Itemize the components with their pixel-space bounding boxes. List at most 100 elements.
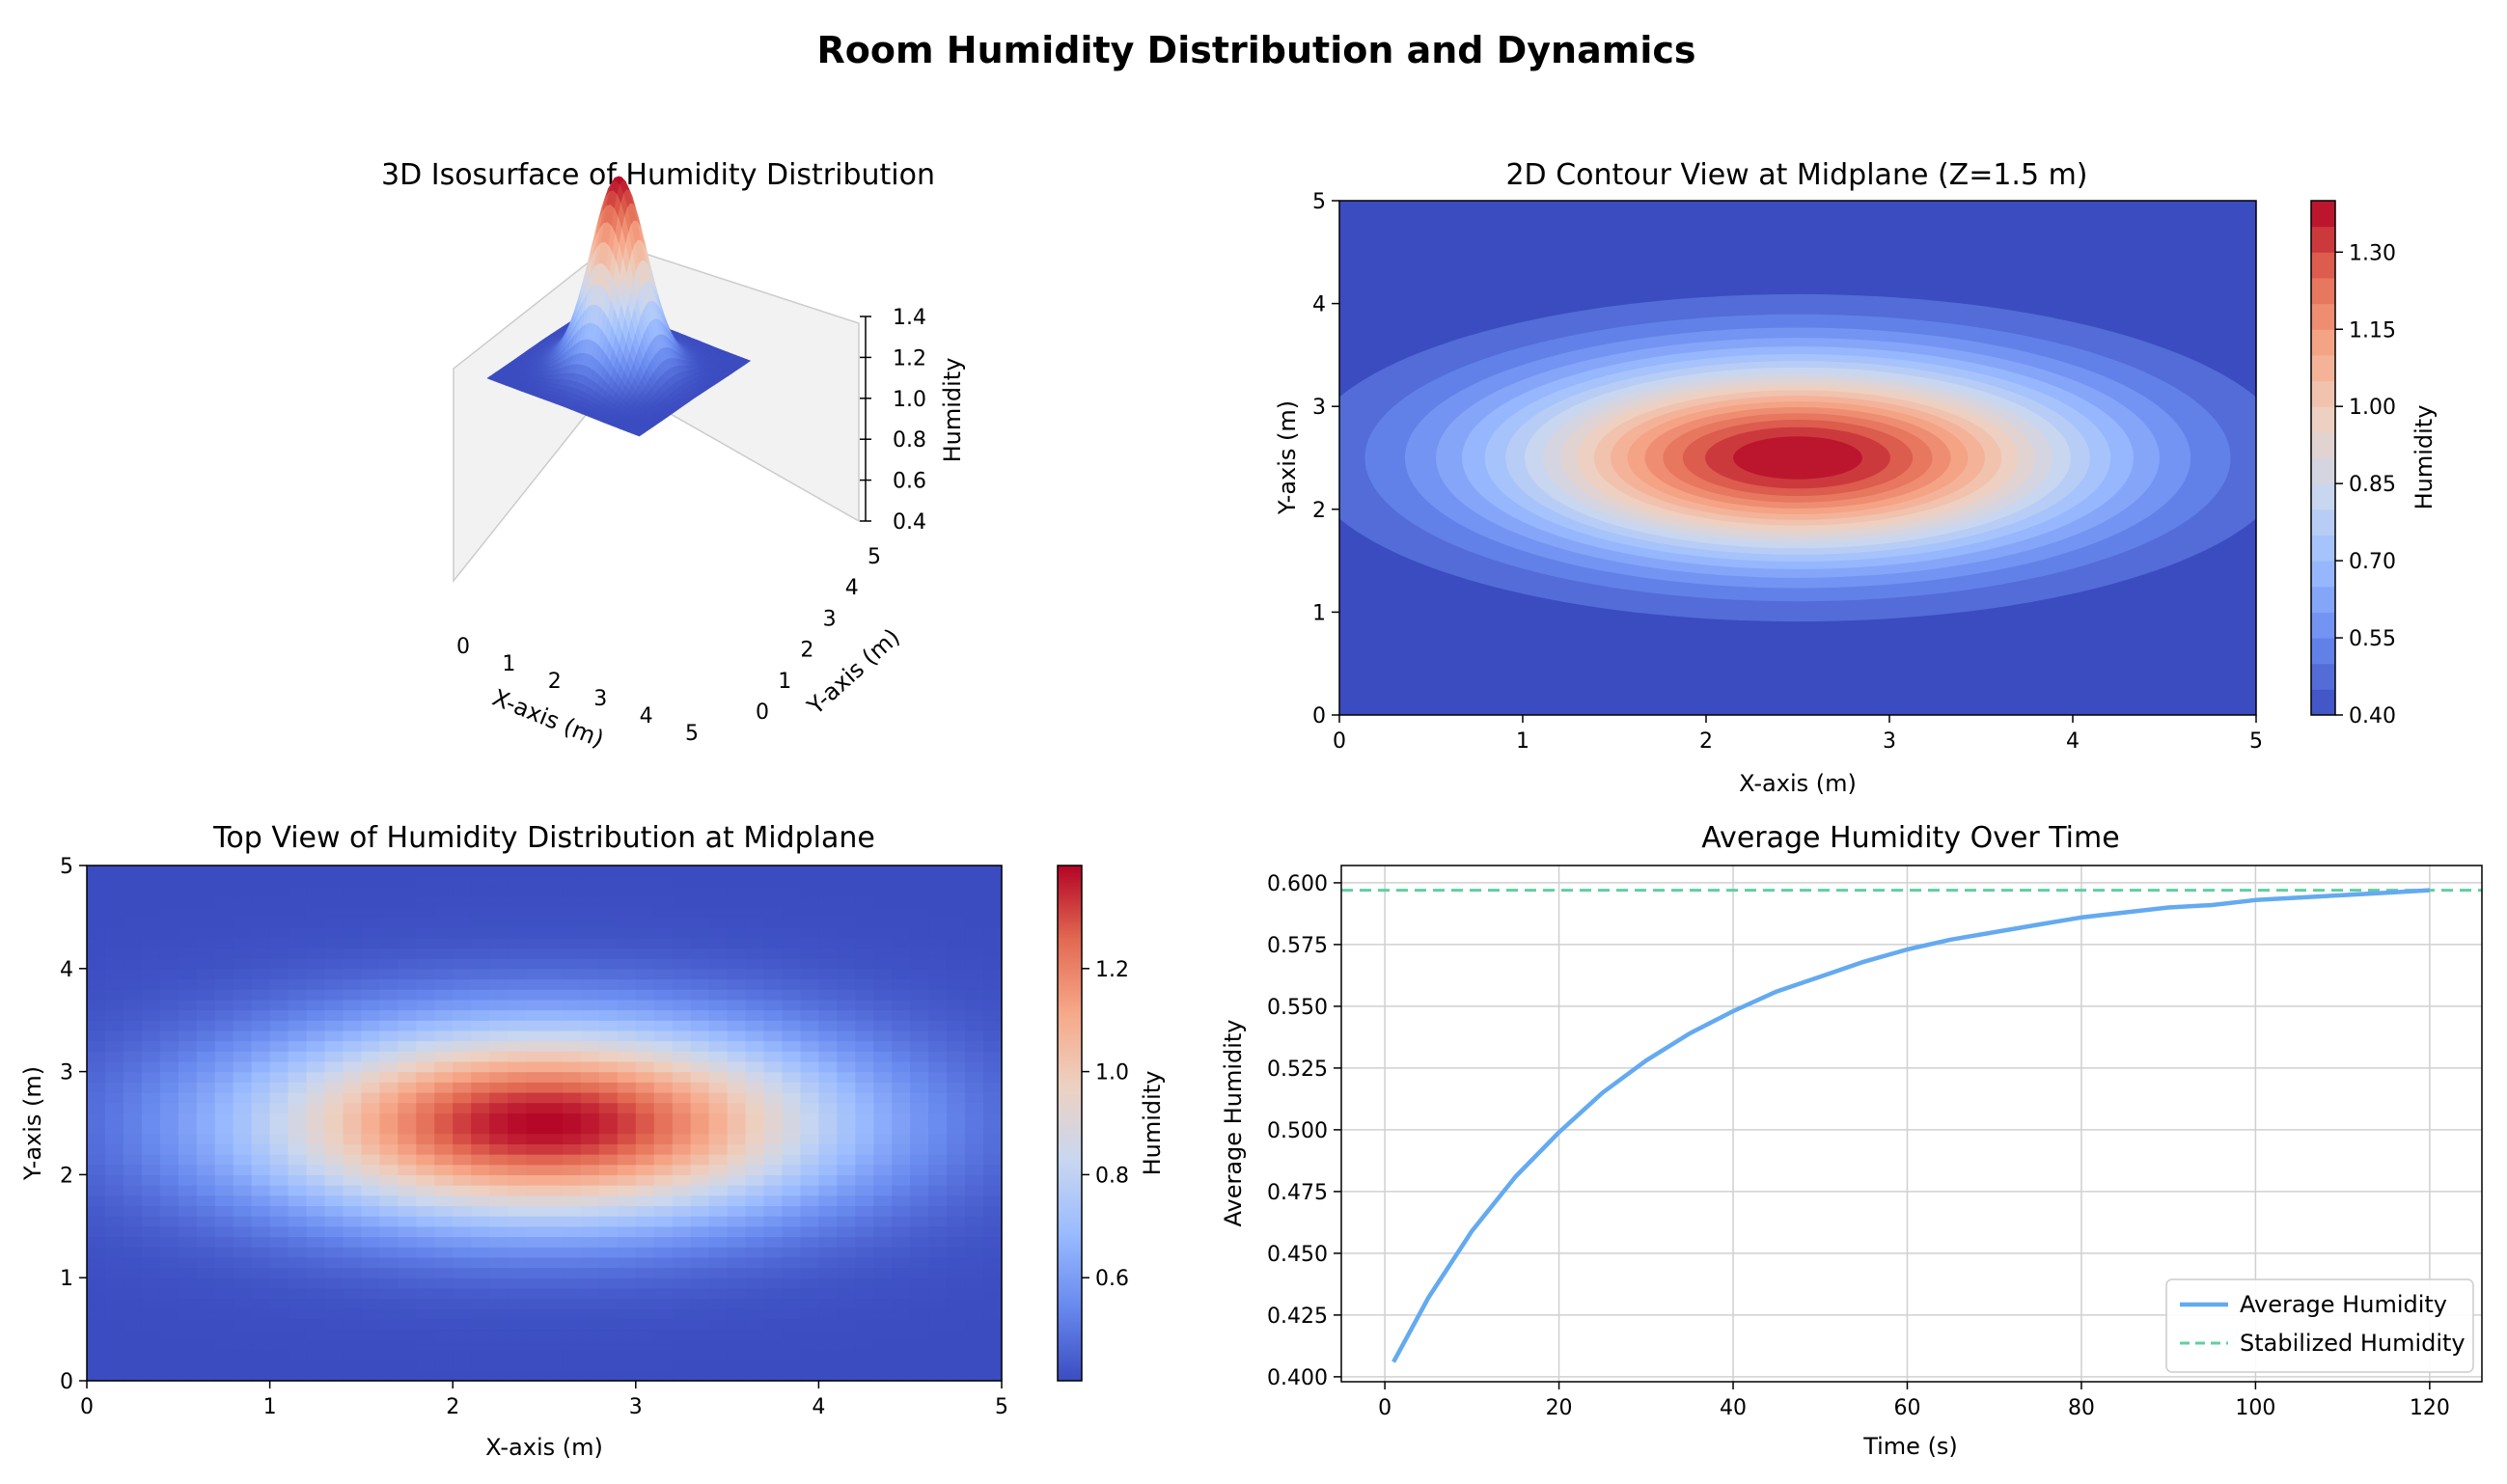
heatmap-cell (361, 1318, 380, 1331)
contour-colorbar-band (2311, 638, 2335, 665)
heatmap-cell (782, 1102, 802, 1113)
heatmap-cell (672, 927, 692, 939)
heatmap-cell (178, 1195, 198, 1207)
heatmap-cell (580, 917, 600, 928)
heatmap-cell (489, 1030, 509, 1042)
heatmap-cell (361, 1082, 380, 1093)
heatmap-cell (196, 1370, 216, 1382)
heatmap-cell (251, 1113, 271, 1124)
heatmap-cell (910, 1318, 929, 1331)
heatmap-cell (598, 1236, 619, 1248)
heatmap-cell (745, 1216, 765, 1227)
heatmap-cell (104, 1091, 124, 1104)
heatmap-cell (672, 1236, 692, 1248)
heatmap-cell (306, 1040, 326, 1052)
heatmap-cell (489, 896, 509, 908)
heatmap-cell (947, 1060, 966, 1073)
heatmap-cell (453, 1009, 472, 1021)
heatmap-cell (745, 886, 765, 897)
heatmap-cell (873, 1174, 893, 1186)
heatmap-cell (800, 1174, 819, 1186)
surface-y-tick-label: 2 (800, 639, 813, 663)
heatmap-cell (343, 1030, 362, 1042)
heatmap-cell (489, 1164, 509, 1175)
heatmap-cell (178, 1205, 198, 1217)
heatmap-cell (598, 1349, 619, 1361)
heatmap-cell (800, 1195, 819, 1207)
heatmap-cell (214, 1009, 234, 1021)
heatmap-cell (508, 1339, 527, 1351)
heatmap-cell (159, 866, 179, 877)
heatmap-cell (343, 1287, 362, 1300)
heatmap-cell (800, 1308, 819, 1320)
heatmap-cell (141, 896, 161, 908)
heatmap-cell (398, 1349, 417, 1361)
heatmap-cell (104, 1225, 124, 1238)
heatmap-cell (837, 1174, 856, 1186)
heatmap-cell (598, 968, 619, 980)
heatmap-cell (434, 1298, 454, 1309)
heatmap-cell (617, 1247, 637, 1258)
heatmap-cell (453, 1329, 472, 1340)
heatmap-cell (178, 906, 198, 918)
heatmap-frame (86, 865, 1003, 1382)
heatmap-cell (635, 1102, 655, 1113)
heatmap-cell (159, 917, 179, 928)
heatmap-cell (635, 1298, 655, 1309)
heatmap-cell (598, 1256, 619, 1269)
heatmap-cell (562, 917, 582, 928)
heatmap-cell (690, 927, 710, 939)
heatmap-cell (708, 1339, 729, 1351)
heatmap-cell (178, 999, 198, 1011)
heatmap-cell (910, 1298, 929, 1309)
heatmap-cell (855, 1329, 874, 1340)
heatmap-cell (580, 1143, 600, 1155)
heatmap-cell (196, 1216, 216, 1227)
heatmap-cell (159, 968, 179, 980)
heatmap-cell (544, 1318, 564, 1331)
heatmap-cell (508, 978, 527, 990)
heatmap-cell (782, 1298, 802, 1309)
heatmap-cell (653, 875, 674, 887)
heatmap-cell (562, 1225, 582, 1238)
heatmap-cell (672, 1256, 692, 1269)
heatmap-cell (123, 906, 143, 918)
heatmap-cell (471, 1185, 490, 1196)
heatmap-cell (635, 1185, 655, 1196)
heatmap-cell (947, 1009, 966, 1021)
heatmap-cell (434, 989, 454, 1001)
heatmap-cell (233, 1195, 253, 1207)
heatmap-cell (782, 1071, 802, 1083)
heatmap-cell (489, 1091, 509, 1104)
contour-y-tick-label: 3 (1312, 396, 1326, 420)
heatmap-cell (453, 1247, 472, 1258)
heatmap-cell (653, 1225, 674, 1238)
heatmap-cell (233, 1278, 253, 1289)
heatmap-cell (416, 1247, 435, 1258)
heatmap-cell (159, 1267, 179, 1278)
heatmap-cell (818, 1154, 838, 1166)
heatmap-cell (141, 1287, 161, 1300)
heatmap-cell (800, 1236, 819, 1248)
heatmap-cell (526, 1113, 545, 1124)
heatmap-cell (910, 968, 929, 980)
heatmap-cell (343, 1267, 362, 1278)
heatmap-cell (379, 1133, 399, 1144)
heatmap-cell (910, 1278, 929, 1289)
heatmap-cell (580, 1164, 600, 1175)
heatmap-cell (306, 1020, 326, 1031)
heatmap-cell (672, 958, 692, 970)
heatmap-cell (434, 1287, 454, 1300)
heatmap-cell (526, 866, 545, 877)
heatmap-cell (855, 1349, 874, 1361)
heatmap-cell (269, 1247, 289, 1258)
heatmap-cell (800, 896, 819, 908)
heatmap-cell (892, 1009, 911, 1021)
heatmap-cell (361, 1133, 380, 1144)
contour-frame (1338, 200, 2257, 716)
heatmap-cell (233, 1082, 253, 1093)
heatmap-cell (745, 1154, 765, 1166)
heatmap-cell (837, 968, 856, 980)
heatmap-cell (123, 1298, 143, 1309)
heatmap-cell (562, 1329, 582, 1340)
